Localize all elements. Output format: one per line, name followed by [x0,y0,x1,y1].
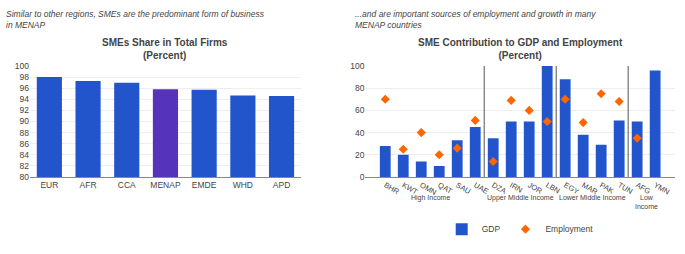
svg-text:LowIncome: LowIncome [635,194,658,210]
svg-text:100: 100 [15,61,29,71]
svg-text:Lower Middle Income: Lower Middle Income [559,194,626,201]
svg-text:DZA: DZA [490,180,507,195]
svg-text:92: 92 [20,105,30,115]
svg-text:JOR: JOR [526,180,544,196]
svg-text:96: 96 [20,83,30,93]
svg-text:UAE: UAE [472,180,490,196]
svg-text:Similar to other regions, SMEs: Similar to other regions, SMEs are the p… [6,9,265,30]
svg-text:80: 80 [20,172,30,182]
svg-text:90: 90 [20,116,30,126]
svg-text:APD: APD [273,180,290,190]
svg-text:98: 98 [20,72,30,82]
svg-text:High Income: High Income [411,194,450,202]
svg-text:88: 88 [20,128,30,138]
svg-text:MENAP: MENAP [150,180,181,190]
svg-text:OMN: OMN [418,180,438,197]
svg-text:...and are important sources o: ...and are important sources of employme… [355,9,596,30]
svg-text:BHR: BHR [382,180,401,196]
svg-text:60: 60 [355,105,365,115]
svg-text:82: 82 [20,161,30,171]
svg-text:AFG: AFG [634,180,652,196]
svg-text:QAT: QAT [436,180,454,195]
svg-text:Upper Middle Income: Upper Middle Income [487,194,554,202]
svg-text:0: 0 [360,172,365,182]
svg-text:IRN: IRN [508,180,524,194]
svg-text:80: 80 [355,83,365,93]
svg-text:40: 40 [355,128,365,138]
svg-text:GDP: GDP [482,224,501,234]
svg-text:94: 94 [20,94,30,104]
svg-text:EGY: EGY [562,180,580,196]
svg-text:PAK: PAK [598,180,615,195]
svg-text:LBN: LBN [544,180,561,195]
svg-text:MAR: MAR [580,180,599,196]
svg-text:SMEs Share in Total Firms(Perc: SMEs Share in Total Firms(Percent) [102,37,228,61]
svg-text:YMN: YMN [652,180,671,196]
svg-text:20: 20 [355,150,365,160]
svg-text:KWT: KWT [400,180,419,196]
svg-text:86: 86 [20,139,30,149]
svg-text:CCA: CCA [118,180,136,190]
svg-text:AFR: AFR [80,180,97,190]
svg-text:TUN: TUN [616,180,634,196]
svg-text:WHD: WHD [233,180,253,190]
svg-text:SME Contribution to GDP and Em: SME Contribution to GDP and Employment(P… [418,37,623,61]
svg-text:100: 100 [350,61,364,71]
svg-text:SAU: SAU [454,180,472,196]
svg-text:84: 84 [20,150,30,160]
svg-text:Employment: Employment [545,224,593,234]
svg-text:EUR: EUR [40,180,58,190]
svg-text:EMDE: EMDE [192,180,217,190]
